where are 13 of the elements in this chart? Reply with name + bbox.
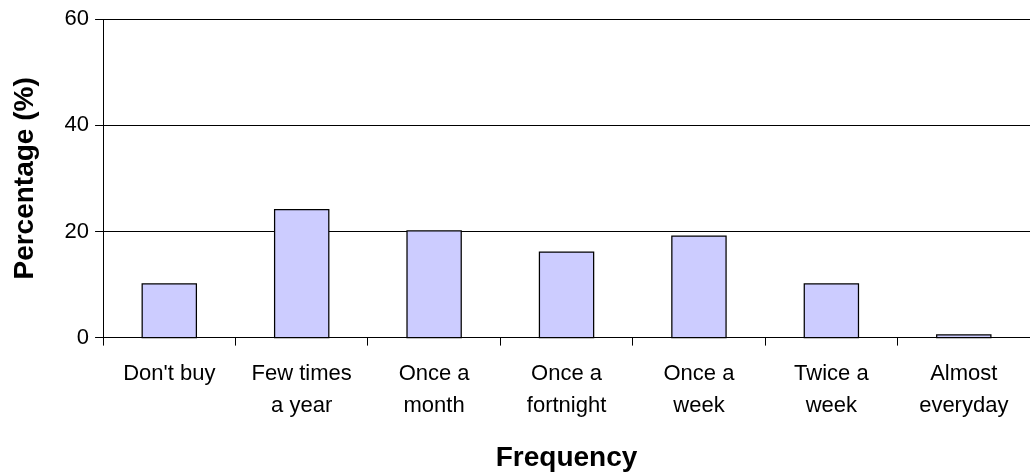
y-tick-label: 0 bbox=[76, 323, 90, 349]
x-tick-label: Almost everyday bbox=[919, 359, 1009, 417]
x-tick-label: Few times a year bbox=[251, 359, 352, 417]
x-tick-label: Once a month bbox=[398, 359, 471, 417]
x-tick-label: Don't buy bbox=[123, 359, 216, 385]
x-tick-label: Twice a week bbox=[794, 359, 870, 417]
x-tick-label: Once a fortnight bbox=[526, 359, 607, 417]
x-tick-label: Once a week bbox=[663, 359, 736, 417]
y-tick-label: 40 bbox=[64, 111, 90, 137]
y-axis-title: Percentage (%) bbox=[7, 77, 39, 280]
x-axis-title: Frequency bbox=[495, 440, 638, 472]
y-tick-label: 20 bbox=[64, 217, 90, 243]
y-tick-label: 60 bbox=[64, 5, 90, 31]
